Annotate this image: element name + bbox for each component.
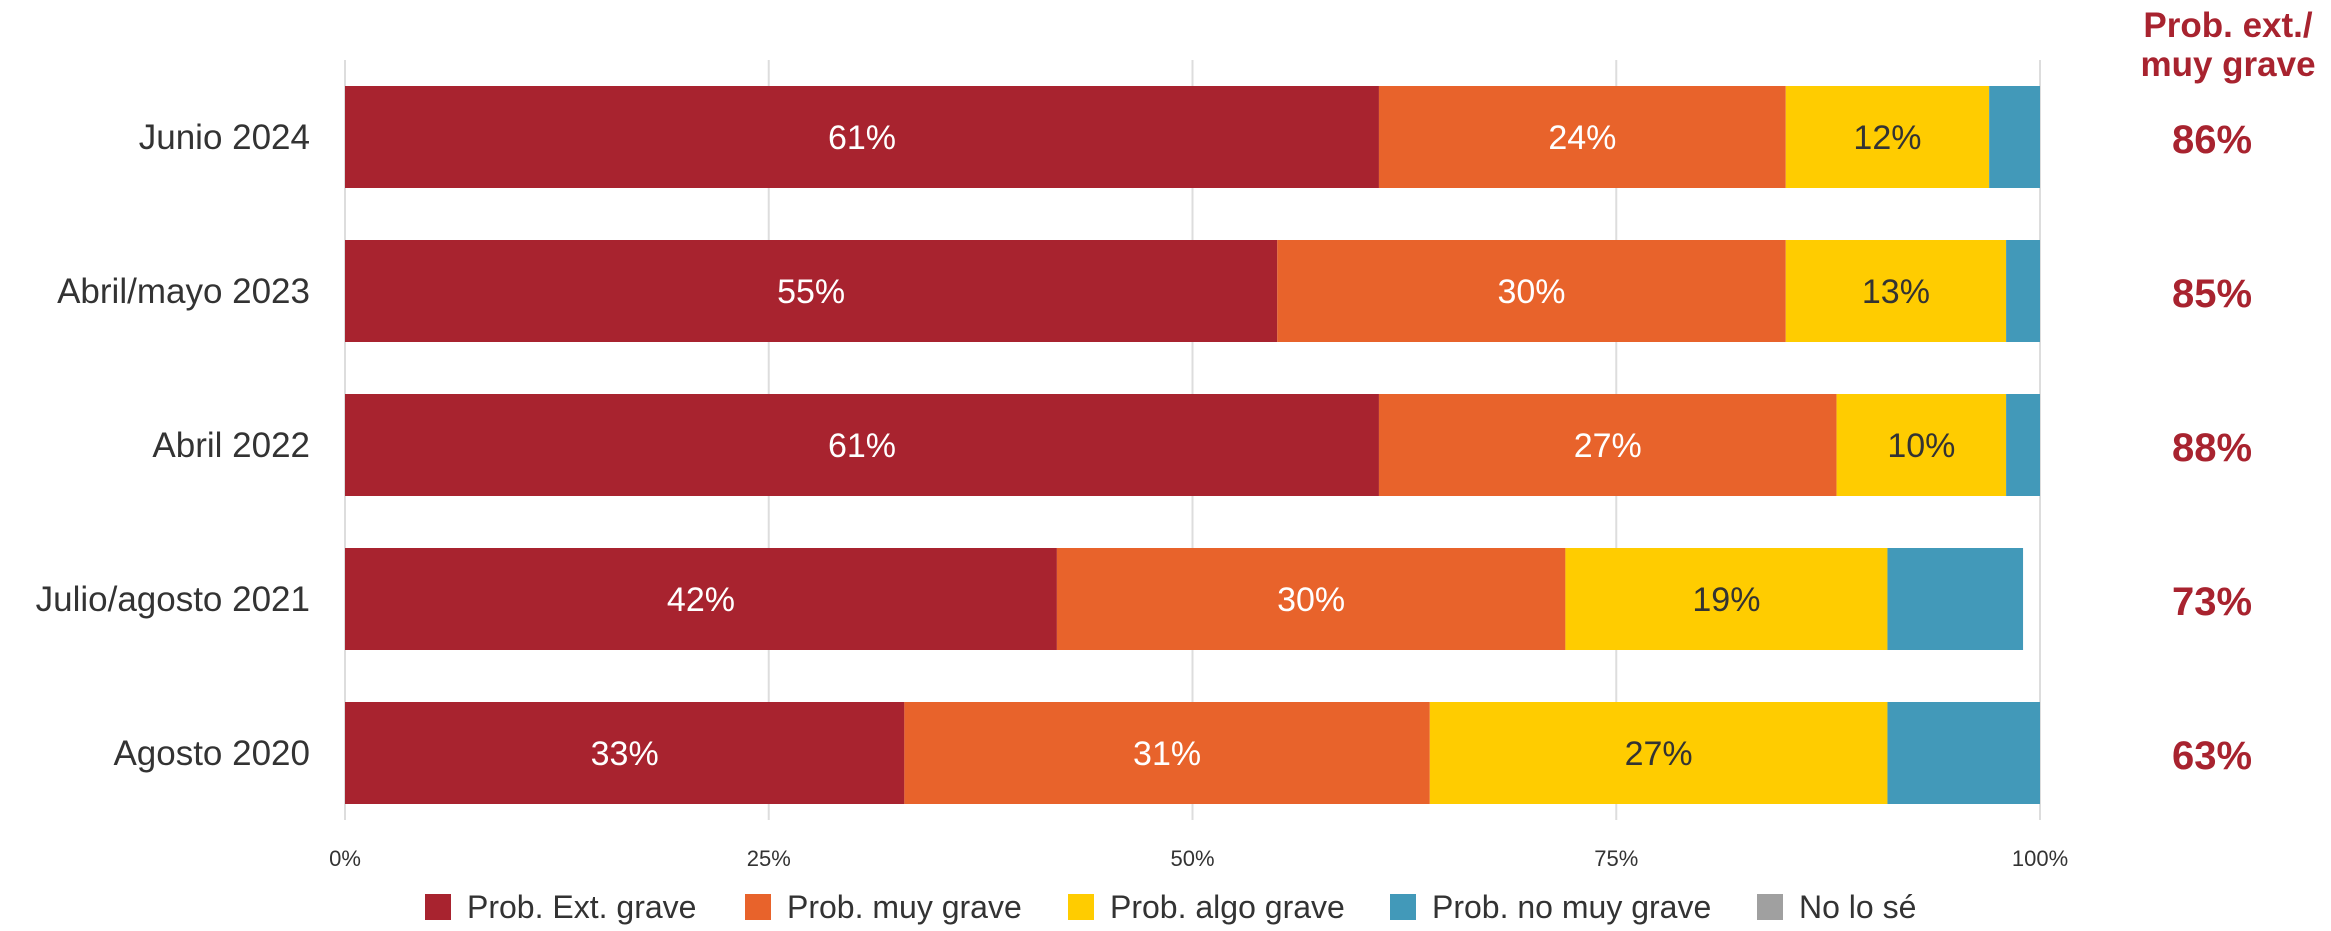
legend-swatch — [1757, 894, 1783, 920]
data-label: 13% — [1862, 273, 1930, 311]
x-tick-label: 100% — [2012, 846, 2068, 871]
category-label: Abril/mayo 2023 — [57, 272, 310, 311]
bar-segment — [345, 394, 1379, 496]
total-value: 86% — [2172, 118, 2252, 162]
data-label: 24% — [1548, 119, 1616, 157]
total-value: 85% — [2172, 272, 2252, 316]
bar-segment — [1429, 702, 1888, 804]
category-label: Agosto 2020 — [113, 734, 310, 773]
x-axis-ticks: 0% 25% 50% 75% 100% — [329, 846, 2068, 871]
bar-segment — [904, 702, 1430, 804]
category-label: Julio/agosto 2021 — [36, 580, 310, 619]
bar-segment — [1887, 702, 2040, 804]
data-label: 30% — [1277, 581, 1345, 619]
bar-segment — [1785, 240, 2007, 342]
data-label: 19% — [1692, 581, 1760, 619]
legend-swatch — [425, 894, 451, 920]
legend-entry: Prob. Ext. grave — [467, 889, 696, 925]
bar-segment — [1056, 548, 1566, 650]
category-label: Abril 2022 — [152, 426, 310, 465]
x-tick-label: 25% — [747, 846, 791, 871]
legend-swatch — [1390, 894, 1416, 920]
bar-segment — [1378, 394, 1837, 496]
total-value: 73% — [2172, 580, 2252, 624]
bar-segment — [1565, 548, 1888, 650]
bars: 61% 24% 12% 55% 30% 13% 61% 27% 10% 42% 30% 19% 33% 3… — [345, 86, 2040, 804]
bar-segment — [345, 548, 1057, 650]
bar-segment — [1989, 86, 2040, 188]
bar-segment — [1887, 548, 2024, 650]
data-label: 42% — [667, 581, 735, 619]
bar-segment — [1836, 394, 2007, 496]
legend-swatch — [745, 894, 771, 920]
bar-segment — [345, 240, 1278, 342]
legend: Prob. Ext. grave Prob. muy grave Prob. alg… — [425, 889, 1916, 925]
bar-segment — [1378, 86, 1786, 188]
x-tick-label: 50% — [1170, 846, 1214, 871]
totals-column: Prob. ext./ muy grave 86% 85% 88% 73% 63% — [2140, 6, 2315, 778]
data-label: 61% — [828, 427, 896, 465]
legend-entry: Prob. algo grave — [1110, 889, 1345, 925]
totals-title-line-2: muy grave — [2140, 45, 2315, 84]
bar-segment — [1277, 240, 1786, 342]
total-value: 63% — [2172, 734, 2252, 778]
x-tick-label: 75% — [1594, 846, 1638, 871]
data-label: 27% — [1625, 735, 1693, 773]
data-label: 30% — [1497, 273, 1565, 311]
x-tick-label: 0% — [329, 846, 361, 871]
data-label: 10% — [1887, 427, 1955, 465]
legend-entry: Prob. no muy grave — [1432, 889, 1711, 925]
data-label: 31% — [1133, 735, 1201, 773]
legend-swatch — [1068, 894, 1094, 920]
data-label: 55% — [777, 273, 845, 311]
legend-entry: No lo sé — [1799, 889, 1916, 925]
bar-segment — [345, 86, 1379, 188]
data-label: 12% — [1853, 119, 1921, 157]
totals-title-line-1: Prob. ext./ — [2143, 6, 2312, 45]
category-labels: Junio 2024 Abril/mayo 2023 Abril 2022 Julio… — [36, 118, 310, 773]
data-label: 27% — [1574, 427, 1642, 465]
category-label: Junio 2024 — [139, 118, 310, 157]
bar-segment — [1785, 86, 1990, 188]
bar-segment — [345, 702, 905, 804]
total-value: 88% — [2172, 426, 2252, 470]
bar-segment — [2006, 394, 2040, 496]
legend-entry: Prob. muy grave — [787, 889, 1022, 925]
bar-segment — [2006, 240, 2040, 342]
data-label: 61% — [828, 119, 896, 157]
data-label: 33% — [591, 735, 659, 773]
